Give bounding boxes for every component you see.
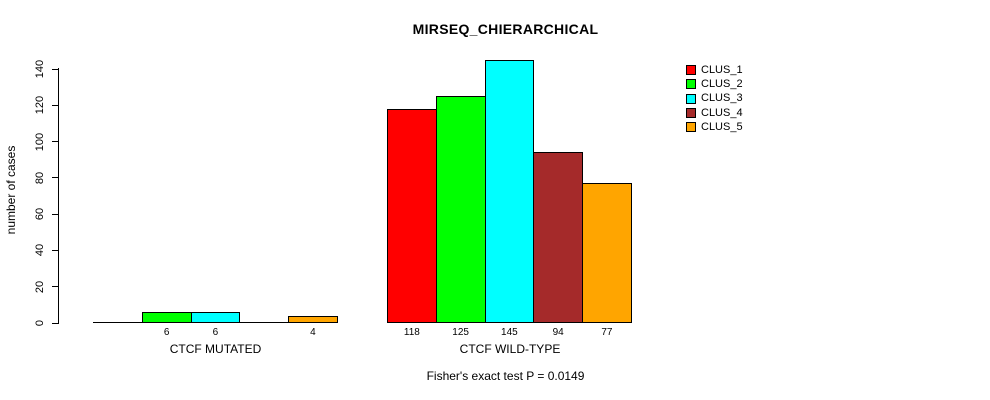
bar-CLUS_5-group0 bbox=[288, 315, 338, 323]
legend-swatch-CLUS_5 bbox=[686, 122, 696, 133]
legend-row-CLUS_2: CLUS_2 bbox=[686, 77, 743, 91]
ytick-label-80: 80 bbox=[34, 171, 46, 184]
legend-row-CLUS_4: CLUS_4 bbox=[686, 106, 743, 120]
bar-CLUS_2-group1 bbox=[435, 96, 486, 323]
ytick-mark-100 bbox=[52, 141, 58, 143]
legend-swatch-CLUS_4 bbox=[686, 108, 696, 119]
ytick-label-100: 100 bbox=[34, 132, 46, 151]
zero-bar-CLUS_1-group0 bbox=[93, 322, 143, 323]
ytick-label-20: 20 bbox=[34, 280, 46, 293]
ytick-mark-60 bbox=[52, 213, 58, 215]
ytick-label-120: 120 bbox=[34, 96, 46, 115]
legend-swatch-CLUS_3 bbox=[686, 93, 696, 104]
legend-row-CLUS_1: CLUS_1 bbox=[686, 63, 743, 77]
zero-bar-CLUS_4-group0 bbox=[239, 322, 289, 323]
legend-label-CLUS_2: CLUS_2 bbox=[701, 77, 743, 90]
legend-label-CLUS_5: CLUS_5 bbox=[701, 120, 743, 133]
bar-CLUS_2-group0 bbox=[141, 312, 192, 323]
bar-CLUS_3-group0 bbox=[190, 312, 241, 323]
bar-CLUS_1-group1 bbox=[387, 108, 437, 323]
ytick-mark-40 bbox=[52, 249, 58, 251]
legend-row-CLUS_3: CLUS_3 bbox=[686, 92, 743, 106]
bar-value-CLUS_2-group0: 6 bbox=[163, 327, 170, 338]
ytick-mark-20 bbox=[52, 286, 58, 288]
y-axis-label: number of cases bbox=[4, 145, 18, 235]
ytick-label-60: 60 bbox=[34, 208, 46, 221]
bar-CLUS_4-group1 bbox=[533, 152, 583, 323]
legend-swatch-CLUS_1 bbox=[686, 65, 696, 76]
chart-title: MIRSEQ_CHIERARCHICAL bbox=[412, 21, 599, 37]
bar-CLUS_3-group1 bbox=[484, 59, 535, 323]
bar-value-CLUS_4-group1: 94 bbox=[552, 327, 564, 338]
group-label-ctcf-mutated: CTCF MUTATED bbox=[169, 342, 262, 356]
legend-label-CLUS_3: CLUS_3 bbox=[701, 92, 743, 105]
bar-value-CLUS_3-group0: 6 bbox=[212, 327, 219, 338]
group-label-ctcf-wild-type: CTCF WILD-TYPE bbox=[459, 342, 561, 356]
y-axis-line bbox=[58, 68, 59, 324]
legend-swatch-CLUS_2 bbox=[686, 79, 696, 90]
ytick-label-0: 0 bbox=[34, 319, 46, 327]
ytick-label-140: 140 bbox=[34, 59, 46, 79]
bar-value-CLUS_1-group1: 118 bbox=[403, 327, 420, 338]
ytick-label-40: 40 bbox=[34, 244, 46, 257]
bar-value-CLUS_5-group1: 77 bbox=[601, 327, 613, 338]
ytick-mark-140 bbox=[52, 68, 58, 70]
bar-value-CLUS_3-group1: 145 bbox=[501, 327, 518, 338]
ytick-mark-0 bbox=[52, 322, 58, 324]
legend-row-CLUS_5: CLUS_5 bbox=[686, 120, 743, 134]
legend-label-CLUS_1: CLUS_1 bbox=[701, 63, 743, 76]
legend: CLUS_1 CLUS_2 CLUS_3 CLUS_4 CLUS_5 bbox=[686, 63, 743, 134]
ytick-mark-120 bbox=[52, 104, 58, 106]
bar-value-CLUS_5-group0: 4 bbox=[310, 327, 316, 338]
bar-CLUS_5-group1 bbox=[582, 183, 632, 323]
bar-value-CLUS_2-group1: 125 bbox=[452, 327, 469, 338]
legend-label-CLUS_4: CLUS_4 bbox=[701, 106, 743, 119]
ytick-mark-80 bbox=[52, 177, 58, 179]
fisher-test-footnote: Fisher's exact test P = 0.0149 bbox=[426, 369, 585, 383]
